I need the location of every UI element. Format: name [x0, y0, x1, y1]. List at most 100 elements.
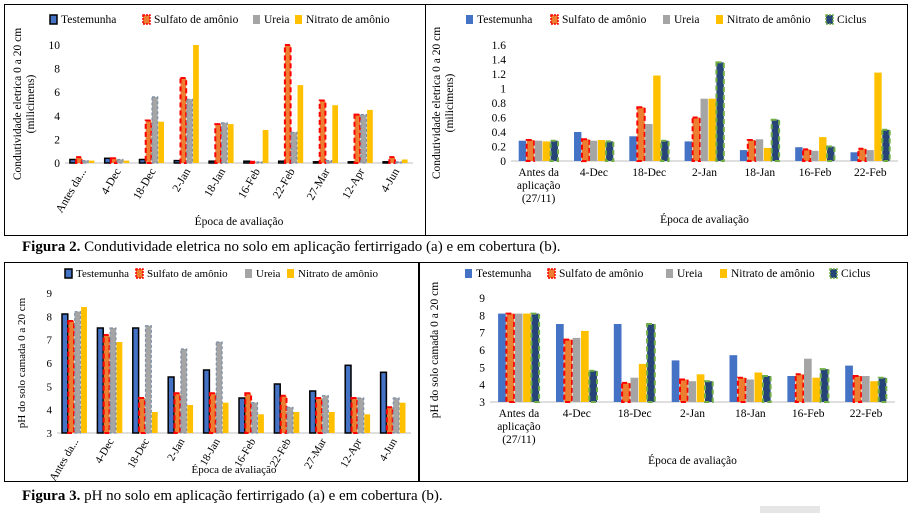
bar-sulfato-de-am-nio-2 — [144, 119, 153, 164]
bar-testemunha-0 — [518, 140, 527, 161]
y-axis-label: pH do solo camada 0 a 20 cm — [429, 282, 441, 418]
x-axis-label: Época de avaliação — [195, 214, 284, 228]
y-tick-label: 0 — [500, 156, 506, 168]
x-tick-label: (27/11) — [522, 193, 556, 205]
bar-testemunha-3 — [684, 141, 692, 161]
bar-testemunha-3 — [167, 376, 175, 434]
y-tick-label: 9 — [47, 288, 53, 300]
x-tick-label: 2-Jan — [165, 436, 188, 463]
bar-ureia-6 — [286, 406, 294, 434]
chart-panel-fig2b: 0 0.2 0.4 0.6 0.8 1 1.2 1.4 1.6 Condutividade ele… — [425, 4, 908, 236]
bar-nitrato-de-am-nio-5 — [812, 377, 821, 402]
x-tick-label: 27-Mar — [305, 166, 333, 202]
legend-swatch — [825, 14, 834, 25]
bar-nitrato-de-am-nio-3 — [696, 374, 705, 402]
x-tick-label: Antes da... — [47, 436, 81, 481]
bar-ureia-5 — [251, 402, 259, 434]
bar-nitrato-de-am-nio-3 — [708, 98, 716, 161]
bar-ureia-0 — [514, 313, 523, 402]
bar-ureia-0 — [74, 311, 82, 434]
x-tick-label: 16-Feb — [792, 408, 825, 420]
bar-ciclus-0 — [549, 139, 559, 162]
y-tick-label: 1.6 — [492, 40, 507, 52]
bar-nitrato-de-am-nio-7 — [328, 412, 335, 433]
bar-testemunha-6 — [850, 152, 858, 161]
bar-ureia-9 — [395, 161, 402, 164]
bar-ureia-4 — [755, 139, 764, 162]
legend-label: Ureia — [677, 268, 703, 280]
bar-ureia-2 — [630, 377, 639, 402]
bar-nitrato-de-am-nio-4 — [763, 147, 772, 161]
bar-nitrato-de-am-nio-9 — [399, 402, 406, 433]
bar-sulfato-de-am-nio-3 — [179, 77, 188, 164]
bar-sulfato-de-am-nio-6 — [857, 147, 867, 162]
bar-testemunha-4 — [739, 150, 748, 161]
bar-sulfato-de-am-nio-9 — [388, 156, 396, 165]
bar-sulfato-de-am-nio-8 — [353, 113, 362, 164]
bar-testemunha-1 — [556, 324, 564, 402]
legend-label: Ciclus — [841, 268, 871, 280]
bar-sulfato-de-am-nio-1 — [563, 338, 574, 403]
bar-ureia-6 — [866, 150, 874, 161]
bar-ureia-3 — [180, 348, 188, 434]
x-axis-label: Época de avaliação — [648, 453, 737, 467]
figure-2-text: Condutividade eletrica no solo em aplica… — [80, 239, 561, 255]
bar-sulfato-de-am-nio-6 — [852, 375, 863, 403]
legend-swatch — [64, 268, 73, 279]
bar-nitrato-de-am-nio-5 — [819, 137, 827, 161]
bar-ciclus-1 — [604, 140, 615, 162]
bar-testemunha-3 — [173, 159, 181, 164]
x-tick-label: 2-Jan — [692, 167, 717, 179]
bar-ciclus-2 — [660, 139, 670, 162]
bar-nitrato-de-am-nio-0 — [88, 160, 95, 163]
bar-ureia-1 — [589, 140, 598, 161]
bar-ciclus-3 — [704, 380, 714, 403]
legend-swatch — [547, 268, 556, 279]
bar-nitrato-de-am-nio-0 — [523, 313, 531, 402]
bar-ureia-1 — [572, 337, 581, 402]
bar-nitrato-de-am-nio-5 — [258, 414, 264, 433]
y-tick-label: 6 — [54, 87, 60, 99]
bar-testemunha-4 — [729, 355, 738, 402]
bar-sulfato-de-am-nio-3 — [679, 378, 689, 403]
y-tick-label: 10 — [49, 40, 61, 52]
x-tick-label: 18-Dec — [126, 436, 153, 470]
y-tick-label: 5 — [47, 381, 53, 393]
x-tick-label: 27-Mar — [302, 436, 329, 471]
bar-ureia-5 — [811, 150, 819, 161]
y-tick-label: 0.4 — [492, 127, 507, 139]
y-tick-label: 4 — [479, 380, 485, 392]
legend-label: Nitrato de amônio — [731, 268, 815, 280]
y-axis-label: Condutividade eletrica 0 a 20 cm(milicim… — [431, 27, 456, 179]
bar-nitrato-de-am-nio-0 — [81, 307, 87, 433]
x-tick-label: 22-Feb — [271, 166, 298, 200]
bar-testemunha-9 — [379, 371, 388, 434]
x-tick-label: 12-Apr — [338, 436, 364, 470]
bar-nitrato-de-am-nio-3 — [193, 45, 199, 163]
legend-swatch — [550, 14, 559, 25]
x-tick-label: 4-Dec — [580, 167, 608, 179]
bar-nitrato-de-am-nio-3 — [187, 405, 194, 433]
y-tick-label: 0.2 — [492, 142, 507, 154]
bar-ciclus-5 — [826, 145, 836, 162]
bar-ciclus-6 — [877, 376, 888, 403]
legend-label: Ureia — [674, 14, 700, 26]
x-tick-label: aplicação — [497, 421, 541, 433]
bar-testemunha-2 — [629, 136, 637, 161]
bar-nitrato-de-am-nio-2 — [653, 75, 661, 161]
legend-swatch — [663, 15, 670, 24]
figure-3-text: pH no solo em aplicação fertirrigado (a)… — [80, 488, 443, 504]
x-tick-label: 18-Jan — [744, 167, 775, 179]
y-tick-label: 0.6 — [492, 113, 507, 125]
bar-nitrato-de-am-nio-4 — [227, 124, 234, 163]
bar-nitrato-de-am-nio-1 — [581, 330, 589, 402]
legend-label: Sulfato de amônio — [154, 14, 239, 26]
x-tick-label: Antes da... — [54, 166, 89, 215]
bar-testemunha-4 — [208, 160, 216, 164]
legend-swatch — [829, 268, 838, 279]
legend-label: Testemunha — [477, 14, 532, 26]
bar-nitrato-de-am-nio-2 — [151, 412, 158, 433]
chart-fig2b: 0 0.2 0.4 0.6 0.8 1 1.2 1.4 1.6 Condutividade ele… — [431, 14, 898, 226]
bar-ureia-7 — [321, 395, 329, 434]
legend-label: Nitrato de amônio — [727, 14, 811, 26]
